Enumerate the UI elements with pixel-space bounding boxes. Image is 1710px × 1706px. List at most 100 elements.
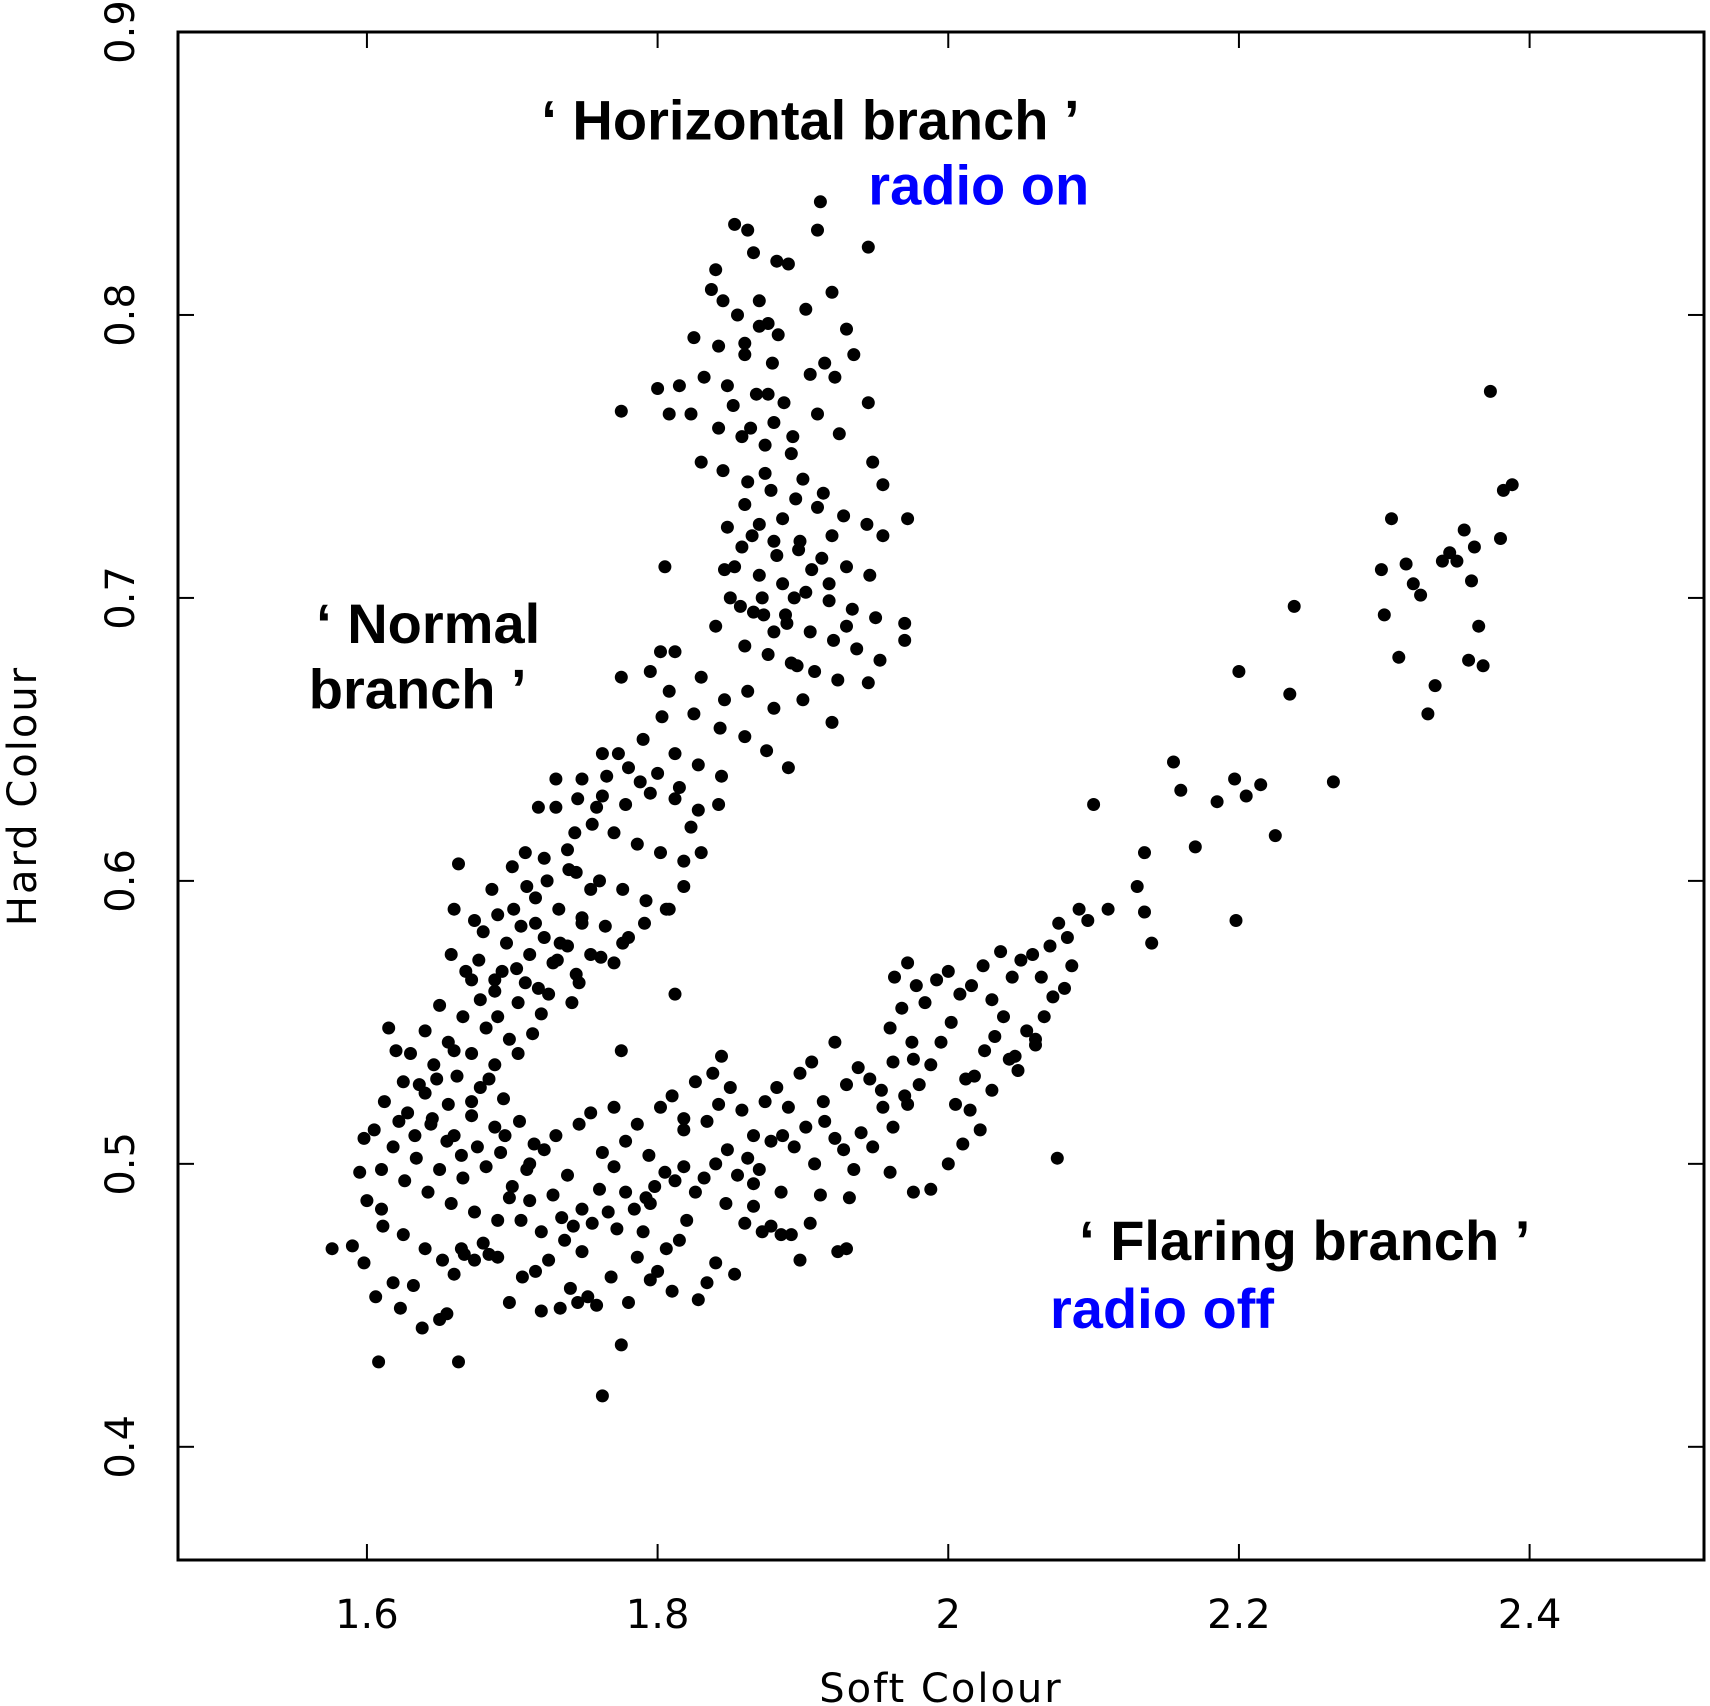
- data-point: [1046, 990, 1060, 1004]
- data-point: [529, 916, 542, 930]
- data-point: [491, 908, 505, 922]
- data-point: [963, 1103, 977, 1117]
- data-point: [502, 1296, 516, 1309]
- data-point: [1268, 829, 1282, 843]
- data-point: [861, 396, 875, 410]
- data-point: [816, 1095, 830, 1109]
- data-point: [643, 1273, 657, 1287]
- data-point: [1052, 916, 1066, 930]
- data-point: [1462, 653, 1476, 667]
- data-point: [818, 1114, 832, 1128]
- data-point: [571, 1296, 585, 1309]
- data-point: [1254, 778, 1268, 792]
- data-point: [610, 1222, 624, 1236]
- data-point: [590, 1298, 604, 1312]
- data-point: [1467, 540, 1481, 554]
- data-point: [771, 328, 785, 342]
- data-point: [764, 483, 778, 497]
- data-point: [668, 1174, 682, 1188]
- data-point: [511, 1047, 525, 1060]
- data-point: [787, 591, 801, 605]
- data-point: [1081, 914, 1095, 927]
- data-point: [601, 1205, 615, 1219]
- data-point: [668, 987, 682, 1001]
- data-point: [401, 1106, 415, 1120]
- data-point: [1228, 772, 1242, 786]
- data-point: [694, 455, 708, 469]
- data-point: [764, 1134, 778, 1148]
- data-point: [728, 1267, 742, 1281]
- data-point: [752, 294, 766, 308]
- data-point: [614, 404, 628, 418]
- data-point: [1014, 953, 1028, 967]
- data-point: [767, 625, 781, 639]
- data-point: [924, 1058, 938, 1072]
- data-point: [658, 560, 672, 574]
- data-point: [777, 396, 791, 410]
- data-point: [776, 577, 790, 591]
- data-point: [799, 1120, 813, 1134]
- data-point: [988, 1030, 1002, 1043]
- data-point: [404, 1047, 417, 1060]
- data-point: [465, 1109, 479, 1123]
- data-point: [774, 1185, 788, 1199]
- data-point: [382, 1021, 396, 1035]
- data-point: [825, 285, 839, 299]
- data-point: [720, 379, 734, 393]
- data-point: [965, 979, 978, 993]
- data-point: [1138, 846, 1151, 860]
- data-point: [1130, 880, 1144, 893]
- data-point: [959, 1072, 973, 1086]
- data-point: [1174, 783, 1188, 797]
- data-point: [677, 1160, 691, 1174]
- y-tick-label: 0.4: [98, 1415, 144, 1479]
- data-point: [561, 1168, 574, 1182]
- data-point: [840, 619, 853, 633]
- data-point: [607, 1100, 621, 1114]
- data-point: [376, 1219, 390, 1233]
- data-point: [386, 1276, 400, 1290]
- data-point: [465, 1047, 479, 1060]
- data-point: [976, 959, 990, 973]
- data-point: [1232, 665, 1246, 678]
- data-point: [616, 936, 630, 950]
- data-point: [697, 1171, 711, 1185]
- data-point: [353, 1165, 367, 1179]
- data-point: [593, 874, 606, 888]
- data-point: [837, 1143, 851, 1157]
- y-tick-label: 0.8: [98, 283, 144, 347]
- data-point: [787, 1140, 801, 1154]
- data-point: [488, 973, 502, 987]
- data-point: [396, 1075, 410, 1089]
- data-point: [1145, 936, 1159, 950]
- data-point: [789, 492, 803, 506]
- data-point: [997, 1010, 1010, 1024]
- data-point: [468, 1253, 481, 1267]
- data-point: [924, 1182, 938, 1196]
- data-point: [1399, 557, 1413, 571]
- data-point: [712, 1097, 726, 1111]
- data-point: [659, 902, 673, 916]
- data-point: [415, 1321, 429, 1335]
- data-point: [738, 336, 752, 350]
- data-point: [866, 1140, 880, 1154]
- data-point: [357, 1256, 371, 1270]
- data-point: [441, 1097, 455, 1111]
- y-tick-label: 0.5: [98, 1132, 144, 1196]
- data-point: [803, 367, 817, 381]
- data-point: [476, 1236, 490, 1250]
- data-point: [770, 549, 784, 562]
- data-point: [831, 673, 845, 687]
- data-point: [633, 775, 647, 789]
- data-point: [760, 744, 774, 758]
- data-point: [523, 1157, 537, 1171]
- data-point: [563, 1281, 577, 1295]
- data-point: [498, 1129, 512, 1143]
- data-point: [718, 563, 731, 577]
- data-point: [619, 798, 633, 811]
- data-point: [684, 820, 698, 834]
- data-point: [658, 1165, 672, 1179]
- data-point: [421, 1185, 435, 1199]
- data-point: [1043, 939, 1057, 953]
- data-point: [813, 195, 827, 209]
